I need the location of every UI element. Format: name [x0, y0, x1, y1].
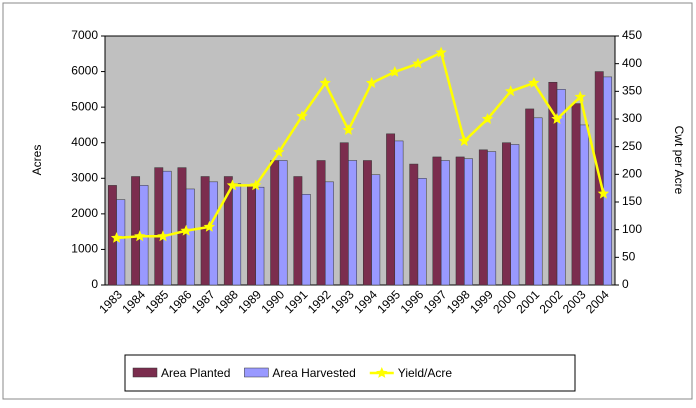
bar	[162, 170, 172, 286]
y2-tick-label: 400	[622, 56, 642, 70]
bar	[525, 108, 535, 286]
bar	[502, 142, 511, 286]
bar	[409, 163, 419, 286]
marker	[597, 187, 610, 199]
marker	[412, 57, 424, 69]
bar	[278, 160, 288, 286]
y2-tick-label: 450	[622, 28, 642, 42]
bar	[556, 89, 566, 286]
marker	[203, 220, 215, 232]
bar	[510, 144, 520, 286]
bar	[232, 183, 242, 286]
bar	[571, 103, 581, 286]
marker	[481, 113, 494, 124]
marker	[110, 232, 123, 243]
marker	[250, 179, 262, 191]
marker	[273, 146, 285, 158]
bar	[177, 167, 187, 286]
bar	[116, 199, 126, 286]
y-tick-label: 4000	[71, 135, 98, 149]
marker	[180, 224, 192, 236]
marker	[505, 85, 517, 97]
marker	[528, 77, 540, 88]
marker	[389, 66, 401, 77]
bar	[455, 156, 465, 286]
marker	[319, 77, 331, 88]
bar	[371, 174, 381, 286]
legend-swatch	[244, 367, 269, 378]
y2-tick-label: 150	[622, 194, 642, 208]
bar	[417, 178, 427, 286]
y2-tick-label: 250	[622, 139, 642, 153]
y2-tick-label: 300	[622, 111, 642, 125]
marker	[134, 230, 146, 242]
bar	[131, 176, 141, 286]
y-tick-label: 3000	[71, 170, 98, 184]
marker	[226, 179, 239, 191]
bar	[432, 156, 442, 286]
y2-tick-label: 0	[622, 277, 629, 291]
legend-swatch	[376, 367, 388, 378]
marker	[342, 124, 355, 135]
y2-tick-label: 50	[622, 250, 636, 264]
y-tick-label: 6000	[71, 64, 98, 78]
bar	[293, 176, 303, 286]
legend-label: Area Harvested	[272, 366, 355, 380]
legend-label: Area Planted	[161, 366, 230, 380]
y2-axis-title: Cwt per Acre	[672, 126, 686, 195]
y-tick-label: 7000	[71, 28, 98, 42]
bar	[394, 140, 404, 286]
marker	[574, 90, 586, 102]
bar	[185, 188, 195, 286]
bar	[339, 142, 349, 286]
y-tick-label: 0	[91, 277, 98, 291]
legend-label: Yield/Acre	[398, 366, 453, 380]
bar	[209, 181, 218, 286]
bar	[324, 181, 334, 286]
bar	[247, 185, 256, 286]
legend	[124, 354, 576, 392]
bar	[154, 167, 164, 286]
bar	[316, 160, 326, 286]
y2-tick-label: 200	[622, 167, 642, 181]
bar	[603, 76, 613, 286]
bar	[362, 160, 372, 286]
bar	[255, 186, 265, 286]
y2-tick-label: 100	[622, 222, 642, 236]
y-axis-title: Acres	[30, 145, 44, 176]
line	[116, 50, 605, 240]
marker	[157, 230, 169, 242]
marker	[458, 135, 470, 146]
y-tick-label: 5000	[71, 99, 98, 113]
y2-tick-label: 350	[622, 84, 642, 98]
marker	[365, 77, 378, 88]
bar	[533, 117, 543, 286]
marker	[551, 113, 563, 124]
bar	[301, 194, 311, 286]
bar	[270, 160, 280, 286]
bar	[478, 149, 488, 286]
bar	[464, 158, 473, 286]
bar	[348, 160, 358, 286]
bar	[579, 124, 589, 286]
marker	[435, 46, 447, 58]
bar	[487, 151, 497, 286]
marker	[296, 110, 308, 122]
legend-swatch	[132, 367, 158, 378]
y-tick-label: 1000	[71, 242, 98, 256]
bar	[440, 160, 450, 286]
bar	[200, 176, 210, 286]
y-tick-label: 2000	[71, 206, 98, 220]
bar	[386, 133, 396, 286]
